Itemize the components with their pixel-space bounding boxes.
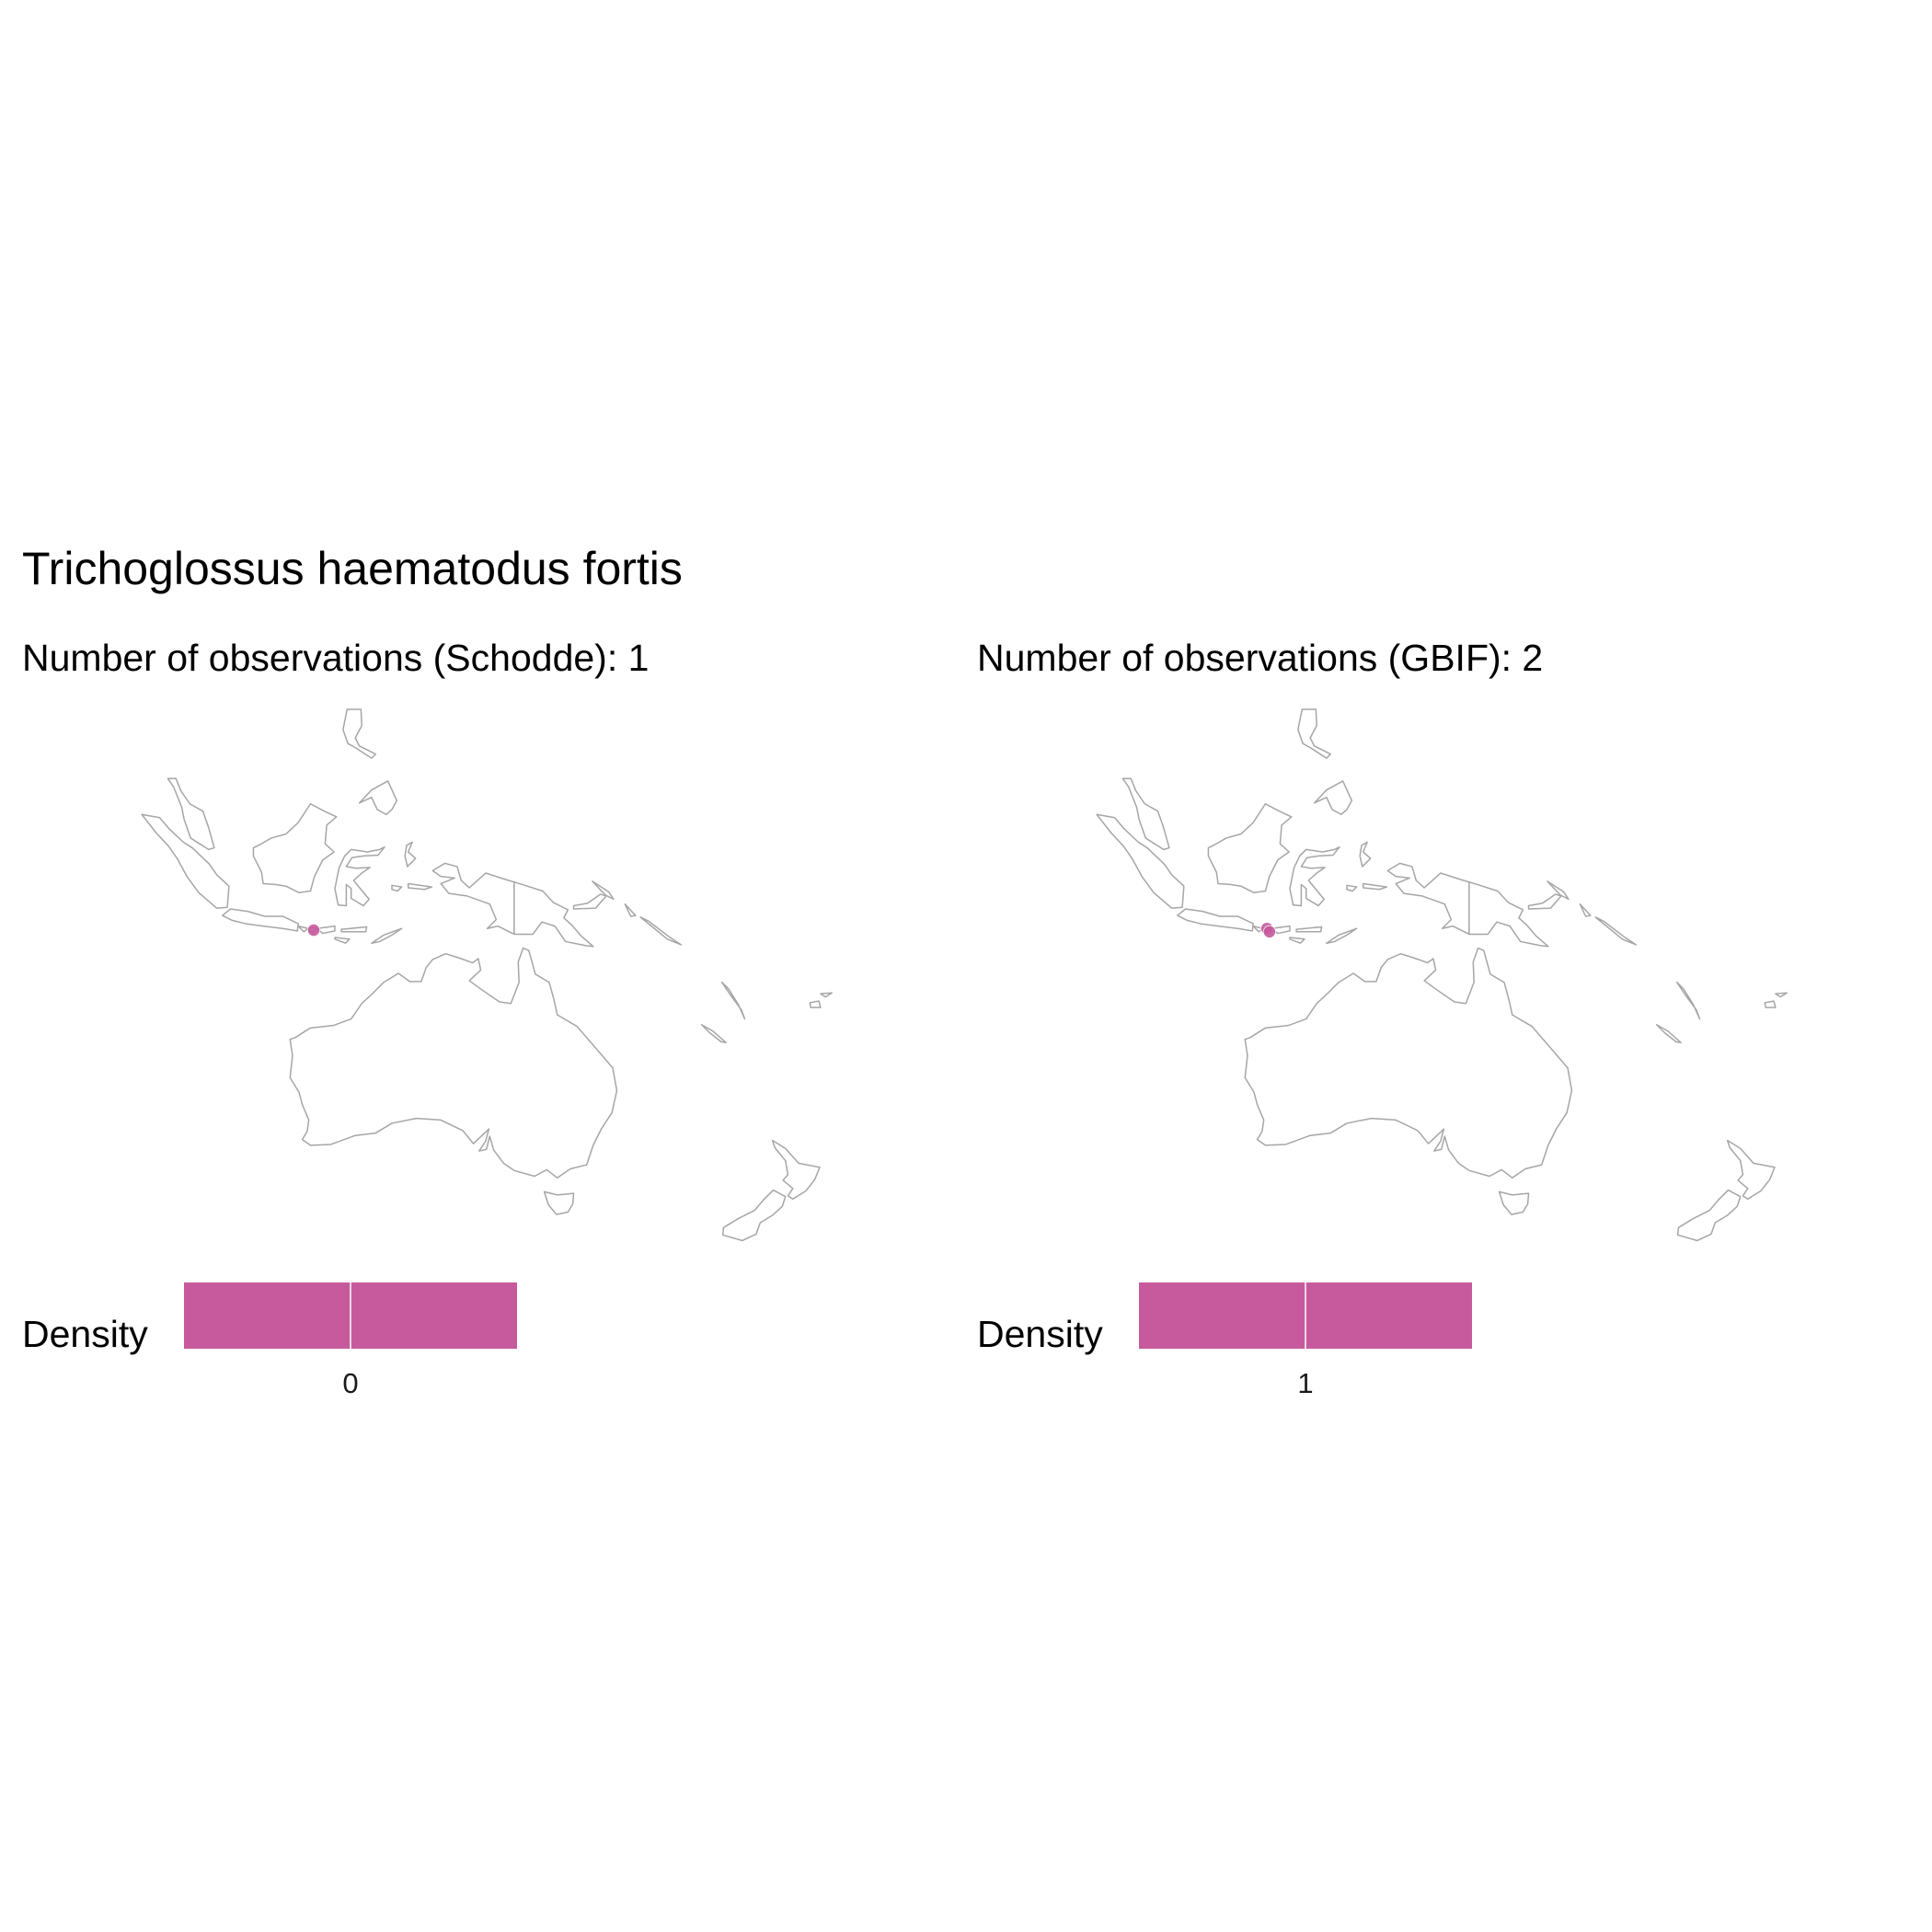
flores-outline	[1295, 926, 1323, 933]
solomon-islands-outline	[1594, 916, 1638, 946]
new-guinea-outline	[431, 862, 594, 948]
legend-tick-label: 1	[1297, 1367, 1314, 1399]
buru-outline	[391, 884, 403, 892]
australia-outline	[289, 947, 618, 1179]
coastline-layer	[141, 708, 834, 1242]
malay-peninsula-outline	[1121, 777, 1170, 851]
bougainville-outline	[1579, 903, 1592, 917]
buru-outline	[1346, 884, 1358, 892]
density-legend-bar	[184, 1282, 517, 1349]
java-outline	[1177, 908, 1254, 932]
fiji-vanua-levu-outline	[1775, 992, 1788, 998]
halmahera-outline	[404, 841, 417, 868]
timor-outline	[1326, 927, 1358, 944]
fiji-vanua-levu-outline	[820, 992, 834, 998]
vanuatu-outline	[720, 981, 746, 1020]
sumba-outline	[334, 937, 351, 944]
vanuatu-outline	[1675, 981, 1701, 1020]
malay-peninsula-outline	[167, 777, 215, 851]
australia-outline	[1244, 947, 1573, 1179]
new-caledonia-outline	[700, 1024, 727, 1044]
new-caledonia-outline	[1655, 1024, 1682, 1044]
halmahera-outline	[1359, 841, 1372, 868]
fiji-outline	[1764, 1000, 1777, 1008]
observation-point	[306, 924, 320, 937]
luzon-outline	[1297, 708, 1332, 759]
fiji-outline	[809, 1000, 822, 1008]
legend-title: Density	[977, 1313, 1103, 1355]
map	[1096, 708, 1788, 1242]
new-ireland-outline	[592, 880, 615, 901]
mindanao-outline	[1313, 780, 1353, 816]
bougainville-outline	[624, 903, 637, 917]
new-zealand-north-outline	[1726, 1139, 1776, 1201]
borneo-outline	[1207, 802, 1293, 894]
sulawesi-outline	[334, 845, 385, 907]
new-zealand-north-outline	[771, 1139, 821, 1201]
observation-point	[1262, 925, 1276, 938]
map	[141, 708, 834, 1242]
sulawesi-outline	[1289, 845, 1340, 907]
seram-outline	[407, 882, 433, 891]
bali-outline	[297, 925, 309, 933]
observation-layer	[1260, 922, 1276, 938]
sumbawa-outline	[316, 925, 336, 935]
tasmania-outline	[1498, 1190, 1530, 1215]
mindanao-outline	[358, 780, 398, 816]
new-zealand-south-outline	[1676, 1189, 1742, 1242]
new-zealand-south-outline	[721, 1189, 787, 1242]
legend-title: Density	[22, 1313, 148, 1355]
tasmania-outline	[543, 1190, 575, 1215]
new-ireland-outline	[1547, 880, 1570, 901]
page-title: Trichoglossus haematodus fortis	[22, 543, 683, 594]
borneo-outline	[252, 802, 338, 894]
new-britain-outline	[572, 893, 607, 910]
luzon-outline	[342, 708, 377, 759]
sumba-outline	[1289, 937, 1305, 944]
observation-layer	[306, 924, 320, 937]
seram-outline	[1362, 882, 1388, 891]
new-guinea-outline	[1386, 862, 1549, 948]
sumatra-outline	[141, 813, 230, 909]
density-legend-bar	[1139, 1282, 1472, 1349]
panel-subtitle: Number of observations (GBIF): 2	[977, 637, 1544, 679]
panel-subtitle: Number of observations (Schodde): 1	[22, 637, 650, 679]
flores-outline	[340, 926, 368, 933]
map-panel-schodde: Number of observations (Schodde): 1 Dens…	[0, 626, 938, 1417]
coastline-layer	[1096, 708, 1788, 1242]
solomon-islands-outline	[639, 916, 683, 946]
legend-tick-label: 0	[342, 1367, 359, 1399]
timor-outline	[371, 927, 403, 944]
map-panel-gbif: Number of observations (GBIF): 2 Density…	[955, 626, 1893, 1417]
java-outline	[222, 908, 299, 932]
new-britain-outline	[1527, 893, 1562, 910]
sumatra-outline	[1096, 813, 1185, 909]
